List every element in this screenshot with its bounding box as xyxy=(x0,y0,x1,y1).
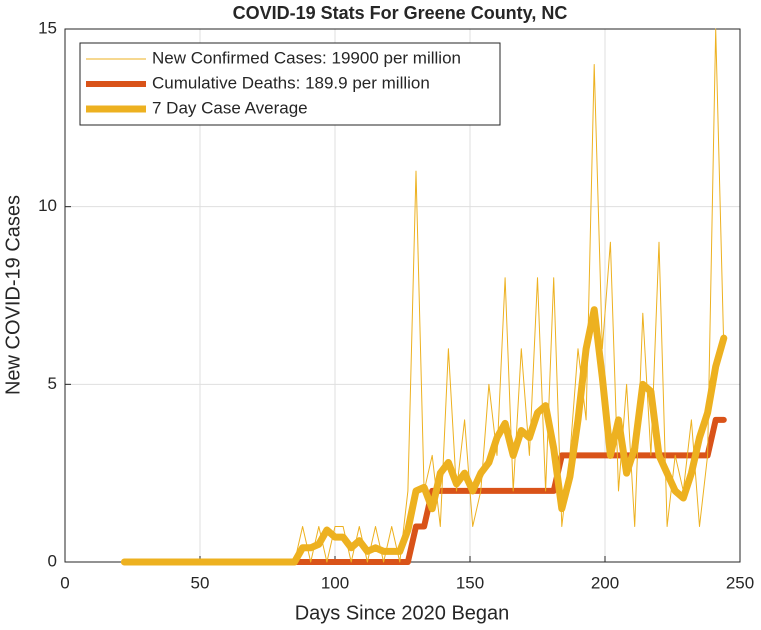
y-axis-label: New COVID-19 Cases xyxy=(2,195,24,395)
data-line xyxy=(123,28,725,563)
x-tick-label: 0 xyxy=(60,573,69,592)
legend-label: Cumulative Deaths: 189.9 per million xyxy=(152,73,430,92)
x-tick-label: 250 xyxy=(726,573,754,592)
x-tick-label: 150 xyxy=(456,573,484,592)
x-tick-label: 50 xyxy=(191,573,210,592)
x-tick-label: 100 xyxy=(321,573,349,592)
y-tick-label: 0 xyxy=(48,551,57,570)
x-tick-label: 200 xyxy=(591,573,619,592)
y-tick-label: 15 xyxy=(38,18,57,37)
y-tick-label: 10 xyxy=(38,196,57,215)
legend-box xyxy=(79,42,501,126)
chart-title: COVID-19 Stats For Greene County, NC xyxy=(233,3,568,23)
legend-label: New Confirmed Cases: 19900 per million xyxy=(152,48,461,67)
y-tick-label: 5 xyxy=(48,374,57,393)
x-axis-label: Days Since 2020 Began xyxy=(295,602,510,624)
legend-label: 7 Day Case Average xyxy=(152,98,308,117)
